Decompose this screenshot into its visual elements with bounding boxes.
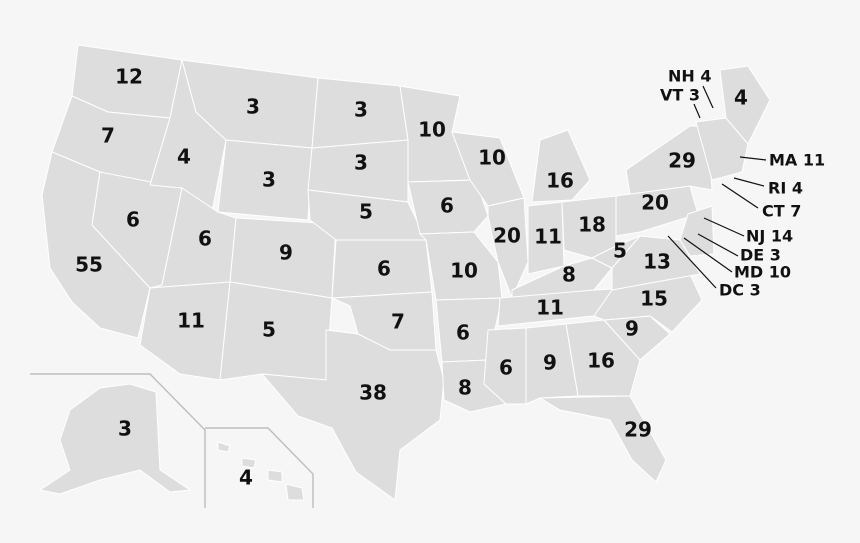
state-wv[interactable]: [590, 235, 641, 269]
label-wi: 10: [478, 146, 506, 170]
label-nv: 6: [126, 208, 140, 232]
label-wa: 12: [115, 65, 143, 89]
leader-dc: [667, 235, 717, 289]
alaska-inset-frame: [30, 373, 206, 508]
label-me: 4: [734, 86, 748, 110]
label-wy: 3: [262, 168, 276, 192]
leader-vt: [693, 103, 701, 119]
state-fl[interactable]: [538, 395, 667, 483]
callout-dc: DC 3: [719, 281, 761, 300]
label-in: 11: [534, 225, 562, 249]
label-tn: 11: [536, 296, 564, 320]
callout-leaders: [667, 85, 767, 289]
state-sd[interactable]: [307, 139, 409, 203]
state-ny[interactable]: [625, 125, 713, 195]
label-az: 11: [177, 309, 205, 333]
callout-nj: NJ 14: [746, 227, 793, 246]
label-la: 8: [458, 376, 472, 400]
label-ky: 8: [562, 263, 576, 287]
label-ne: 5: [359, 200, 373, 224]
label-oh: 18: [578, 213, 606, 237]
label-ms: 6: [499, 356, 513, 380]
leader-ma: [739, 156, 767, 161]
label-sd: 3: [354, 151, 368, 175]
state-wy[interactable]: [217, 139, 313, 221]
label-pa: 20: [641, 191, 669, 215]
label-nd: 3: [354, 98, 368, 122]
leader-ct: [721, 183, 759, 209]
label-mi: 16: [546, 169, 574, 193]
state-hi[interactable]: [217, 441, 305, 501]
label-ia: 6: [440, 194, 454, 218]
label-tx: 38: [359, 381, 387, 405]
state-ms[interactable]: [483, 327, 527, 405]
label-il: 20: [493, 224, 521, 248]
callout-de: DE 3: [740, 246, 781, 265]
label-mo: 10: [450, 259, 478, 283]
label-ok: 7: [391, 310, 405, 334]
leader-nh: [702, 85, 714, 109]
label-ut: 6: [198, 227, 212, 251]
label-ks: 6: [377, 257, 391, 281]
callout-md: MD 10: [734, 263, 791, 282]
label-wv: 5: [613, 239, 627, 263]
label-fl: 29: [624, 418, 652, 442]
label-ga: 16: [587, 349, 615, 373]
label-ar: 6: [456, 321, 470, 345]
label-ca: 55: [75, 253, 103, 277]
label-nc: 15: [640, 287, 668, 311]
state-ia[interactable]: [407, 179, 489, 235]
leader-nj: [703, 217, 745, 237]
state-al[interactable]: [525, 323, 579, 405]
state-ak[interactable]: [38, 383, 192, 495]
label-mn: 10: [418, 118, 446, 142]
label-or: 7: [101, 124, 115, 148]
label-hi: 4: [239, 466, 253, 490]
label-id: 4: [177, 145, 191, 169]
state-az[interactable]: [139, 281, 231, 381]
callout-vt: VT 3: [660, 86, 700, 105]
state-labels: 12 7 55 6 4 3 3 6 11 9 5 3 3 5 6 7 38 10…: [75, 65, 748, 490]
state-mi[interactable]: [531, 129, 591, 203]
label-al: 9: [543, 351, 557, 375]
state-tx[interactable]: [260, 329, 445, 501]
leader-ri: [733, 177, 765, 187]
leader-md: [683, 237, 733, 273]
label-sc: 9: [625, 317, 639, 341]
state-ga[interactable]: [565, 319, 641, 397]
state-me[interactable]: [719, 65, 771, 145]
state-nm[interactable]: [219, 281, 333, 381]
label-ny: 29: [668, 149, 696, 173]
leader-de: [697, 233, 739, 257]
label-nm: 5: [262, 318, 276, 342]
label-co: 9: [279, 241, 293, 265]
label-ak: 3: [118, 417, 132, 441]
callout-ma: MA 11: [769, 151, 825, 170]
state-shapes: [41, 44, 771, 501]
callout-labels: NH 4 VT 3 MA 11 RI 4 CT 7 NJ 14 DE 3 MD …: [660, 67, 825, 300]
label-va: 13: [643, 250, 671, 274]
callout-ct: CT 7: [762, 202, 801, 221]
label-mt: 3: [246, 95, 260, 119]
callout-ri: RI 4: [768, 179, 803, 198]
hawaii-inset-frame: [205, 427, 314, 508]
callout-nh: NH 4: [668, 67, 711, 86]
